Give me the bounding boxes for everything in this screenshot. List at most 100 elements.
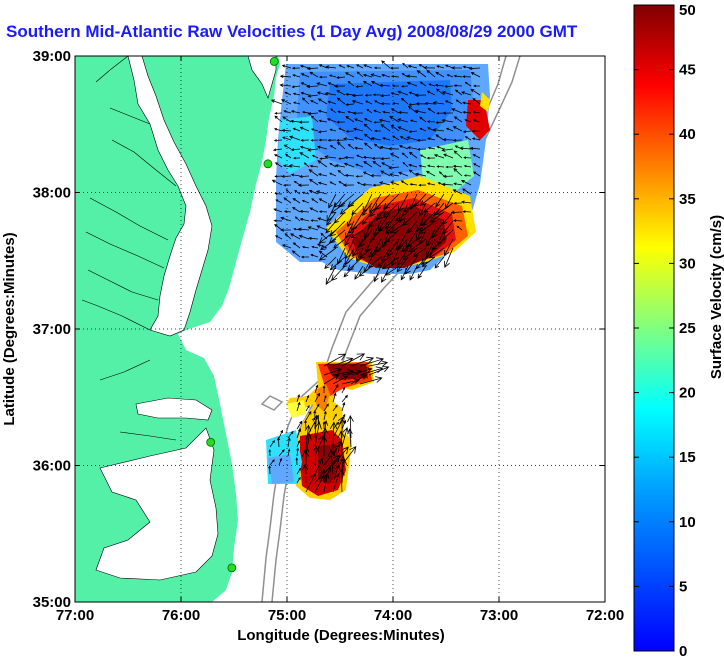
velocity-arrow bbox=[345, 103, 355, 106]
velocity-arrow bbox=[317, 181, 328, 186]
velocity-arrow bbox=[269, 459, 275, 466]
velocity-arrow bbox=[325, 65, 337, 69]
velocity-arrow bbox=[314, 392, 320, 403]
velocity-arrow bbox=[338, 157, 346, 160]
velocity-arrow bbox=[296, 428, 302, 439]
velocity-arrow bbox=[355, 175, 364, 178]
velocity-arrow bbox=[407, 220, 418, 234]
velocity-arrow bbox=[336, 141, 346, 150]
velocity-arrow bbox=[370, 174, 382, 178]
velocity-arrow bbox=[380, 157, 391, 161]
velocity-arrow bbox=[327, 138, 337, 142]
velocity-arrow bbox=[472, 97, 481, 105]
velocity-arrow bbox=[273, 128, 283, 132]
velocity-arrow bbox=[350, 356, 375, 367]
velocity-arrow bbox=[378, 181, 391, 186]
velocity-arrow bbox=[324, 256, 337, 270]
velocity-arrow bbox=[341, 353, 366, 367]
velocity-arrow bbox=[273, 139, 283, 142]
velocity-arrow bbox=[280, 99, 292, 105]
velocity-arrow bbox=[464, 81, 472, 87]
velocity-arrow bbox=[298, 234, 310, 240]
velocity-arrow bbox=[418, 183, 427, 187]
velocity-arrow bbox=[435, 121, 445, 124]
velocity-arrow bbox=[318, 247, 337, 261]
velocity-arrow bbox=[356, 64, 364, 69]
velocity-arrow bbox=[323, 472, 330, 493]
chart-title: Southern Mid-Atlantic Raw Velocities (1 … bbox=[6, 22, 578, 41]
velocity-arrow bbox=[338, 127, 346, 132]
velocity-arrow bbox=[283, 144, 292, 150]
velocity-arrow bbox=[395, 211, 409, 222]
velocity-arrow bbox=[427, 137, 436, 141]
velocity-arrow bbox=[368, 360, 389, 367]
velocity-arrow bbox=[432, 101, 445, 105]
velocity-arrow bbox=[341, 369, 362, 376]
velocity-arrow bbox=[281, 244, 292, 249]
velocity-arrow bbox=[354, 146, 364, 150]
velocity-arrow bbox=[365, 100, 373, 105]
velocity-arrow bbox=[453, 74, 463, 78]
velocity-arrow bbox=[296, 476, 301, 484]
velocity-arrow bbox=[316, 91, 328, 96]
velocity-arrow bbox=[328, 229, 346, 244]
velocity-arrow bbox=[337, 247, 346, 265]
velocity-arrow bbox=[418, 220, 436, 235]
velocity-arrow bbox=[372, 160, 382, 168]
velocity-arrow bbox=[336, 138, 346, 142]
velocity-arrow bbox=[453, 167, 463, 177]
velocity-arrow bbox=[356, 247, 364, 262]
velocity-arrow bbox=[363, 142, 373, 150]
velocity-arrow bbox=[414, 193, 427, 208]
velocity-arrow bbox=[354, 265, 364, 280]
velocity-arrow bbox=[283, 164, 292, 168]
velocity-arrow bbox=[441, 182, 454, 187]
velocity-arrow bbox=[436, 88, 445, 96]
velocity-arrow bbox=[303, 446, 310, 466]
velocity-arrow bbox=[388, 166, 400, 170]
station-marker bbox=[263, 159, 273, 169]
velocity-arrow bbox=[329, 421, 338, 448]
velocity-arrow bbox=[463, 156, 472, 159]
x-tick-label: 73:00 bbox=[480, 607, 518, 624]
velocity-arrow bbox=[353, 136, 364, 141]
station-marker bbox=[269, 57, 279, 66]
velocity-arrow bbox=[299, 145, 310, 150]
velocity-arrow bbox=[311, 154, 319, 159]
velocity-arrow bbox=[332, 383, 339, 394]
velocity-arrow bbox=[456, 225, 463, 231]
velocity-arrow bbox=[324, 91, 337, 96]
velocity-arrow bbox=[442, 138, 454, 142]
velocity-arrow bbox=[301, 449, 310, 475]
velocity-arrow bbox=[452, 164, 463, 168]
velocity-arrow bbox=[301, 199, 310, 204]
velocity-arrow bbox=[281, 64, 292, 69]
x-tick-label: 77:00 bbox=[56, 607, 94, 624]
colorbar-tick-label: 45 bbox=[679, 62, 696, 79]
velocity-arrow bbox=[299, 174, 310, 179]
colorbar-tick-label: 50 bbox=[679, 2, 696, 19]
velocity-arrow bbox=[316, 225, 328, 231]
velocity-arrow bbox=[333, 238, 346, 249]
velocity-arrow bbox=[326, 211, 337, 226]
velocity-arrow bbox=[327, 100, 337, 105]
velocity-arrow bbox=[341, 401, 346, 412]
velocity-arrow bbox=[326, 118, 337, 123]
velocity-arrow bbox=[347, 256, 364, 271]
velocity-arrow bbox=[309, 207, 319, 213]
velocity-arrow bbox=[426, 156, 436, 160]
velocity-arrow bbox=[391, 84, 400, 88]
velocity-arrow bbox=[290, 173, 301, 177]
velocity-arrow bbox=[292, 101, 301, 105]
velocity-arrow bbox=[274, 115, 283, 123]
velocity-arrow bbox=[305, 473, 316, 493]
velocity-arrow bbox=[408, 151, 418, 159]
velocity-arrow bbox=[376, 202, 391, 221]
velocity-arrow bbox=[297, 183, 310, 187]
velocity-arrow bbox=[270, 99, 283, 105]
velocity-arrow bbox=[272, 148, 283, 152]
velocity-arrow bbox=[314, 457, 323, 475]
velocity-arrow bbox=[347, 428, 353, 448]
velocity-arrow bbox=[291, 250, 301, 258]
